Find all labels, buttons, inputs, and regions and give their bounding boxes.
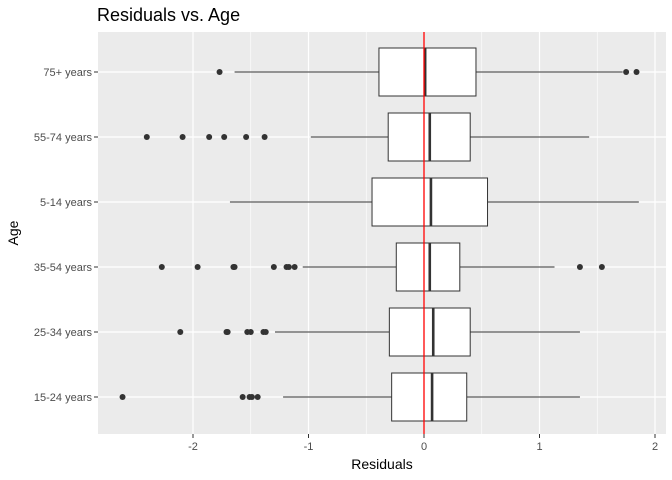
box-iqr bbox=[388, 307, 471, 357]
outlier-point bbox=[231, 264, 238, 270]
boxplot-5-14-years bbox=[229, 177, 639, 227]
y-tick-label: 35-54 years bbox=[34, 262, 93, 274]
boxplot-55-74-years bbox=[143, 112, 590, 162]
y-axis-ticks: 75+ years 55-74 years 5-14 years 35-54 year… bbox=[34, 67, 98, 404]
boxplot-25-34-years bbox=[177, 307, 580, 357]
box-iqr bbox=[395, 242, 461, 292]
outlier-point bbox=[224, 329, 231, 335]
outlier-point bbox=[179, 134, 186, 140]
y-axis-title: Age bbox=[5, 220, 21, 245]
outlier-point bbox=[119, 394, 126, 400]
boxplots bbox=[119, 47, 640, 422]
x-tick-label: 1 bbox=[536, 441, 542, 453]
chart-title: Residuals vs. Age bbox=[97, 5, 240, 25]
minor-gridlines bbox=[250, 32, 598, 434]
outlier-point bbox=[623, 69, 630, 75]
y-tick-label: 15-24 years bbox=[34, 392, 93, 404]
outlier-point bbox=[633, 69, 640, 75]
outlier-point bbox=[158, 264, 165, 270]
outlier-point bbox=[598, 264, 605, 270]
x-tick-label: 0 bbox=[421, 441, 427, 453]
outlier-point bbox=[239, 394, 246, 400]
outlier-point bbox=[291, 264, 298, 270]
outlier-point bbox=[576, 264, 583, 270]
y-tick-label: 55-74 years bbox=[34, 132, 93, 144]
box-iqr bbox=[391, 372, 468, 422]
box-iqr bbox=[378, 47, 477, 97]
boxplot-35-54-years bbox=[158, 242, 605, 292]
x-axis-title: Residuals bbox=[351, 456, 412, 472]
outlier-point bbox=[194, 264, 201, 270]
outlier-point bbox=[262, 329, 269, 335]
y-tick-label: 75+ years bbox=[43, 67, 92, 79]
x-tick-label: -1 bbox=[304, 441, 314, 453]
x-tick-label: -2 bbox=[188, 441, 198, 453]
y-tick-label: 25-34 years bbox=[34, 327, 93, 339]
outlier-point bbox=[216, 69, 223, 75]
outlier-point bbox=[177, 329, 184, 335]
boxplot-15-24-years bbox=[119, 372, 580, 422]
boxplot-75-years bbox=[216, 47, 640, 97]
outlier-point bbox=[206, 134, 213, 140]
outlier-point bbox=[285, 264, 292, 270]
outlier-point bbox=[270, 264, 277, 270]
outlier-point bbox=[247, 329, 254, 335]
x-tick-label: 2 bbox=[652, 441, 658, 453]
outlier-point bbox=[248, 394, 255, 400]
outlier-point bbox=[254, 394, 261, 400]
outlier-point bbox=[261, 134, 268, 140]
outlier-point bbox=[243, 134, 250, 140]
x-axis-ticks: -2 -1 0 1 2 bbox=[188, 434, 658, 453]
y-tick-label: 5-14 years bbox=[40, 197, 92, 209]
outlier-point bbox=[143, 134, 150, 140]
outlier-point bbox=[221, 134, 228, 140]
